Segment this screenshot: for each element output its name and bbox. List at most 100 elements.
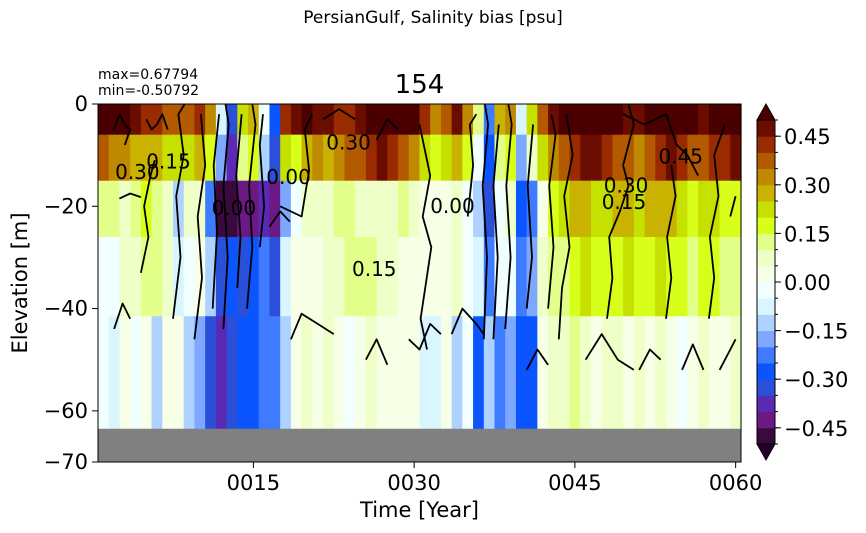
heatmap-cell bbox=[655, 236, 667, 317]
heatmap-cell bbox=[280, 134, 292, 182]
contour-line bbox=[365, 338, 389, 366]
contour-line bbox=[279, 113, 314, 218]
heatmap-cell bbox=[601, 236, 613, 317]
contour-label: 0.15 bbox=[146, 149, 191, 173]
contour-line bbox=[418, 124, 433, 350]
x-tick-label: 0060 bbox=[709, 471, 762, 495]
contour-line bbox=[268, 210, 291, 228]
contour-line bbox=[492, 124, 500, 340]
heatmap-cell bbox=[687, 104, 699, 136]
heatmap-cell bbox=[505, 180, 517, 238]
heatmap-cell bbox=[526, 104, 538, 136]
heatmap-cell bbox=[280, 236, 292, 317]
colorbar-tick-label: −0.15 bbox=[784, 320, 848, 344]
heatmap-cell bbox=[569, 236, 581, 317]
panel-title: 154 bbox=[394, 70, 445, 100]
colorbar-segment bbox=[757, 427, 775, 445]
colorbar-segment bbox=[757, 217, 775, 234]
y-tick-label: −20 bbox=[44, 194, 88, 218]
contour-line bbox=[113, 113, 132, 146]
heatmap-cell bbox=[205, 236, 217, 317]
heatmap-cell bbox=[312, 180, 324, 238]
contour-line bbox=[172, 103, 186, 319]
heatmap-cell bbox=[205, 134, 217, 182]
heatmap-cell bbox=[258, 236, 271, 317]
heatmap-cell bbox=[387, 316, 399, 430]
heatmap-cell bbox=[194, 316, 206, 430]
heatmap-cell bbox=[408, 104, 421, 136]
heatmap-cell bbox=[419, 180, 431, 238]
contour-line bbox=[638, 348, 662, 371]
heatmap-cell bbox=[494, 104, 506, 136]
heatmap-cell bbox=[183, 180, 196, 238]
heatmap-cell bbox=[162, 104, 174, 136]
heatmap-cell bbox=[237, 236, 249, 317]
heatmap-cell bbox=[612, 104, 624, 136]
contour-line bbox=[375, 118, 399, 141]
y-tick-label: −70 bbox=[44, 450, 88, 474]
colorbar-segment bbox=[757, 379, 775, 396]
heatmap-cell bbox=[590, 104, 603, 136]
contour-line bbox=[504, 103, 513, 330]
contour-line bbox=[525, 124, 534, 309]
heatmap-cell bbox=[333, 134, 346, 182]
heatmap-cell bbox=[698, 180, 710, 238]
heatmap-cell bbox=[130, 180, 142, 238]
heatmap-cell bbox=[376, 180, 388, 238]
heatmap-cell bbox=[548, 316, 560, 430]
heatmap-cell bbox=[612, 134, 624, 182]
heatmap-cell bbox=[719, 316, 731, 430]
heatmap-cell bbox=[623, 316, 635, 430]
heatmap-cell bbox=[730, 134, 742, 182]
heatmap-cell bbox=[162, 236, 174, 317]
heatmap-cell bbox=[537, 134, 549, 182]
heatmap-cell bbox=[355, 134, 367, 182]
heatmap-cell bbox=[633, 104, 646, 136]
heatmap-cell bbox=[323, 104, 335, 136]
heatmap-cell bbox=[333, 104, 346, 136]
heatmap-cell bbox=[601, 104, 613, 136]
heatmap-cell bbox=[698, 104, 710, 136]
heatmap-cell bbox=[419, 104, 431, 136]
field-stats: max=0.67794 min=-0.50792 bbox=[98, 67, 199, 99]
heatmap-cell bbox=[698, 316, 710, 430]
heatmap-cell bbox=[601, 316, 613, 430]
heatmap-cell bbox=[719, 104, 731, 136]
heatmap-cell bbox=[537, 104, 549, 136]
heatmap-cell bbox=[355, 180, 367, 238]
heatmap-cell bbox=[183, 316, 196, 430]
heatmap-cell bbox=[194, 180, 206, 238]
contour-line bbox=[622, 113, 699, 177]
heatmap-cell bbox=[248, 104, 260, 136]
heatmap-cell bbox=[387, 236, 399, 317]
heatmap-cell bbox=[537, 316, 549, 430]
heatmap-cell bbox=[398, 316, 410, 430]
heatmap-cell bbox=[548, 104, 560, 136]
heatmap-cell bbox=[708, 316, 721, 430]
contour-line bbox=[681, 343, 705, 371]
heatmap-cell bbox=[526, 316, 538, 430]
heatmap-cell bbox=[344, 134, 356, 182]
heatmap-cell bbox=[451, 316, 463, 430]
colorbar-segment bbox=[757, 233, 775, 251]
heatmap-cell bbox=[601, 180, 613, 238]
heatmap-cell bbox=[687, 236, 699, 317]
heatmap-cell bbox=[569, 316, 581, 430]
colorbar-segment bbox=[757, 136, 775, 153]
bathymetry-mask bbox=[98, 428, 741, 462]
heatmap-cell bbox=[580, 236, 592, 317]
contour-line bbox=[466, 113, 478, 217]
heatmap-cell bbox=[151, 236, 163, 317]
heatmap-cell bbox=[333, 316, 346, 430]
heatmap-cell bbox=[140, 316, 153, 430]
heatmap-cell bbox=[398, 104, 410, 136]
heatmap-cell bbox=[708, 180, 721, 238]
colorbar-segment bbox=[757, 152, 775, 170]
heatmap-cell bbox=[462, 134, 474, 182]
heatmap-cell bbox=[655, 104, 667, 136]
heatmap-cell bbox=[644, 236, 656, 317]
contour-label: 0.45 bbox=[659, 145, 704, 169]
heatmap-cell bbox=[226, 316, 238, 430]
colorbar-segment bbox=[757, 282, 775, 299]
heatmap-cell bbox=[644, 180, 656, 238]
